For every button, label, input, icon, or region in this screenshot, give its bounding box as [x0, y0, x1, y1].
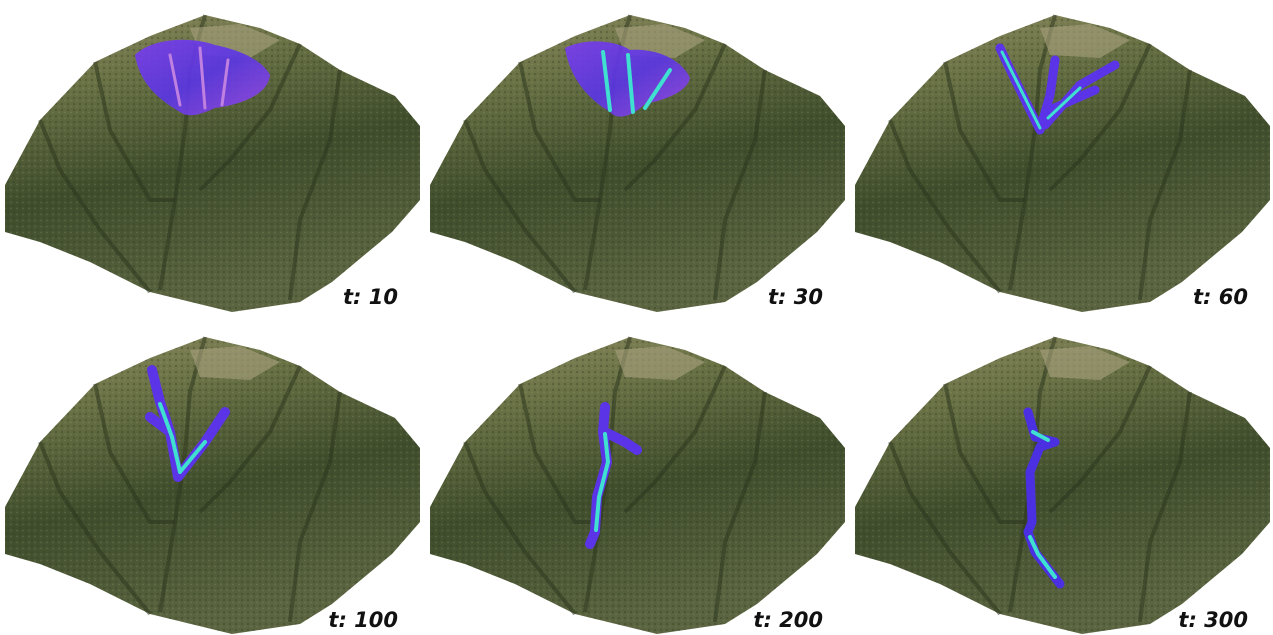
ridge: [1138, 69, 1192, 301]
flow: [1028, 430, 1057, 579]
terrain-texture: [430, 337, 845, 634]
panel: t: 100: [5, 336, 420, 634]
ridge: [1138, 391, 1192, 623]
ridge: [463, 119, 577, 294]
ridge: [288, 69, 342, 301]
ridge: [1048, 365, 1152, 514]
ridge: [288, 391, 342, 623]
ridge: [623, 365, 727, 514]
summit: [615, 346, 705, 380]
ridge: [198, 43, 302, 192]
terrain-texture: [5, 337, 420, 634]
flow: [158, 402, 207, 474]
summit: [1040, 24, 1130, 58]
time-label: t: 60: [1193, 285, 1248, 309]
ridge: [943, 383, 1025, 524]
panel: t: 300: [855, 336, 1270, 634]
ridge: [93, 61, 175, 202]
terrain-texture: [855, 337, 1270, 634]
time-label: t: 10: [343, 285, 398, 309]
ridge: [888, 441, 1002, 616]
ridge: [713, 69, 767, 301]
panel: t: 10: [5, 14, 420, 312]
time-label: t: 30: [768, 285, 823, 309]
ridge: [38, 441, 152, 616]
flow: [1000, 50, 1082, 130]
panel: t: 30: [430, 14, 845, 312]
ridge: [943, 61, 1025, 202]
flow: [594, 432, 610, 532]
ridge: [623, 43, 727, 192]
ridge: [888, 119, 1002, 294]
ridge: [518, 61, 600, 202]
ridge: [198, 365, 302, 514]
ridge: [518, 383, 600, 524]
terrain-texture: [855, 15, 1270, 312]
ridge: [38, 119, 152, 294]
summit: [190, 346, 280, 380]
time-label: t: 100: [328, 608, 398, 632]
ridge: [93, 383, 175, 524]
panel: t: 60: [855, 14, 1270, 312]
ridge: [713, 391, 767, 623]
summit: [615, 24, 705, 58]
panel: t: 200: [430, 336, 845, 634]
flow: [601, 50, 672, 114]
time-label: t: 300: [1178, 608, 1248, 632]
ridge: [1048, 43, 1152, 192]
flow: [168, 46, 230, 110]
flow: [565, 41, 690, 117]
ridge: [463, 441, 577, 616]
ridge: [158, 336, 207, 613]
summit: [1040, 346, 1130, 380]
time-label: t: 200: [753, 608, 823, 632]
